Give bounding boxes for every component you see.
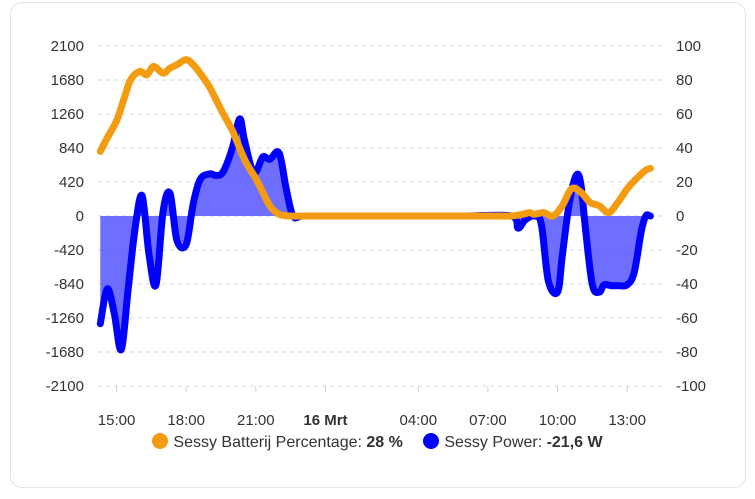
right-axis-tick-label: -20 xyxy=(676,242,698,259)
legend-item-battery[interactable]: Sessy Batterij Percentage: 28 % xyxy=(152,433,403,452)
x-axis-tick-label: 07:00 xyxy=(469,412,507,429)
x-axis-tick-label: 13:00 xyxy=(608,412,646,429)
legend-value-power: -21,6 W xyxy=(546,434,603,451)
x-axis-tick-label: 15:00 xyxy=(98,412,136,429)
series-lines-layer xyxy=(96,56,654,354)
x-axis-tick-label: 21:00 xyxy=(237,412,275,429)
legend-value-battery: 28 % xyxy=(366,434,403,451)
legend-dot-battery xyxy=(152,433,169,449)
power-area xyxy=(100,118,651,350)
x-axis-tick-label: 16 Mrt xyxy=(303,412,347,429)
axis-ticks-layer: 2100 100 1680 80 1260 60 840 40 420 20 0 0 -420 -20 -8… xyxy=(46,38,706,429)
power-area-layer xyxy=(100,118,651,350)
left-axis-tick-label: -1680 xyxy=(46,344,84,361)
left-axis-tick-label: 840 xyxy=(59,140,84,157)
right-axis-tick-label: -100 xyxy=(676,378,706,395)
right-axis-tick-label: -80 xyxy=(676,344,698,361)
left-axis-tick-label: 2100 xyxy=(51,38,84,55)
x-axis-tick-label: 10:00 xyxy=(539,412,577,429)
left-axis-tick-label: 1260 xyxy=(51,106,84,123)
left-axis-tick-label: 1680 xyxy=(51,72,84,89)
x-axis-tick-label: 18:00 xyxy=(167,412,205,429)
left-axis-tick-label: -420 xyxy=(54,242,84,259)
right-axis-tick-label: 80 xyxy=(676,72,693,89)
x-axis-tick-label: 04:00 xyxy=(400,412,438,429)
right-axis-tick-label: 100 xyxy=(676,38,701,55)
legend-label-battery: Sessy Batterij Percentage xyxy=(173,434,358,451)
legend: Sessy Batterij Percentage: 28 % Sessy Po… xyxy=(0,433,755,452)
left-axis-tick-label: 0 xyxy=(76,208,84,225)
legend-dot-power xyxy=(423,433,440,449)
right-axis-tick-label: 60 xyxy=(676,106,693,123)
left-axis-tick-label: 420 xyxy=(59,174,84,191)
legend-item-power[interactable]: Sessy Power: -21,6 W xyxy=(423,433,603,452)
left-axis-tick-label: -2100 xyxy=(46,378,84,395)
left-axis-tick-label: -1260 xyxy=(46,310,84,327)
legend-label-power: Sessy Power xyxy=(444,434,538,451)
left-axis-tick-label: -840 xyxy=(54,276,84,293)
right-axis-tick-label: 40 xyxy=(676,140,693,157)
battery-percentage-line xyxy=(96,56,654,220)
right-axis-tick-label: 20 xyxy=(676,174,693,191)
right-axis-tick-label: -60 xyxy=(676,310,698,327)
right-axis-tick-label: 0 xyxy=(676,208,684,225)
right-axis-tick-label: -40 xyxy=(676,276,698,293)
